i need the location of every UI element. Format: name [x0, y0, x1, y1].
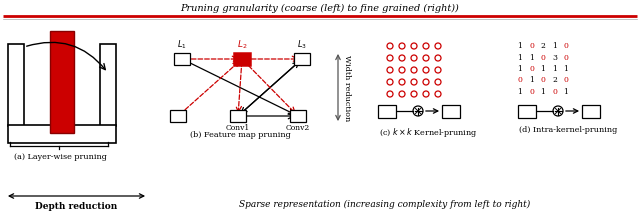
FancyBboxPatch shape — [290, 110, 306, 122]
FancyBboxPatch shape — [378, 105, 396, 118]
Text: (c) $k \times k$ Kernel-pruning: (c) $k \times k$ Kernel-pruning — [379, 126, 477, 139]
Text: $L_3$: $L_3$ — [297, 38, 307, 51]
FancyBboxPatch shape — [518, 105, 536, 118]
Text: 1: 1 — [541, 65, 545, 73]
FancyBboxPatch shape — [170, 110, 186, 122]
FancyBboxPatch shape — [234, 53, 250, 65]
FancyBboxPatch shape — [442, 105, 460, 118]
Text: (a) Layer-wise pruning: (a) Layer-wise pruning — [13, 153, 106, 161]
Text: 0: 0 — [529, 42, 534, 50]
Text: 1: 1 — [564, 65, 568, 73]
Text: Conv2: Conv2 — [286, 124, 310, 132]
FancyBboxPatch shape — [8, 125, 116, 143]
FancyBboxPatch shape — [174, 53, 190, 65]
FancyBboxPatch shape — [100, 44, 116, 126]
Text: 0: 0 — [541, 53, 545, 61]
Text: 3: 3 — [552, 53, 557, 61]
Text: 1: 1 — [552, 65, 557, 73]
Text: Depth reduction: Depth reduction — [35, 202, 117, 211]
FancyBboxPatch shape — [50, 31, 74, 133]
Text: Pruning granularity (coarse (left) to fine grained (right)): Pruning granularity (coarse (left) to fi… — [180, 4, 460, 13]
Text: 0: 0 — [564, 53, 568, 61]
Text: 0: 0 — [541, 76, 545, 84]
Text: 2: 2 — [552, 76, 557, 84]
Text: 1: 1 — [564, 88, 568, 96]
Text: 1: 1 — [518, 88, 522, 96]
Text: 1: 1 — [518, 53, 522, 61]
Text: (d) Intra-kernel-pruning: (d) Intra-kernel-pruning — [519, 126, 617, 134]
Text: Width reduction: Width reduction — [343, 55, 351, 121]
FancyBboxPatch shape — [8, 44, 24, 126]
Text: 0: 0 — [552, 88, 557, 96]
Text: 1: 1 — [541, 88, 545, 96]
Text: 1: 1 — [529, 76, 534, 84]
Text: 1: 1 — [518, 65, 522, 73]
FancyBboxPatch shape — [582, 105, 600, 118]
Text: $L_1$: $L_1$ — [177, 38, 187, 51]
Text: $L_2$: $L_2$ — [237, 38, 247, 51]
Text: 2: 2 — [541, 42, 545, 50]
Text: 0: 0 — [529, 65, 534, 73]
Text: 1: 1 — [529, 53, 534, 61]
Text: 0: 0 — [564, 76, 568, 84]
Text: 1: 1 — [518, 42, 522, 50]
Text: Conv1: Conv1 — [226, 124, 250, 132]
FancyBboxPatch shape — [230, 110, 246, 122]
Text: Sparse representation (increasing complexity from left to right): Sparse representation (increasing comple… — [239, 200, 531, 209]
Text: (b) Feature map pruning: (b) Feature map pruning — [189, 131, 291, 139]
Text: 1: 1 — [552, 42, 557, 50]
FancyBboxPatch shape — [294, 53, 310, 65]
Text: 0: 0 — [518, 76, 522, 84]
Text: 0: 0 — [529, 88, 534, 96]
Text: 0: 0 — [564, 42, 568, 50]
